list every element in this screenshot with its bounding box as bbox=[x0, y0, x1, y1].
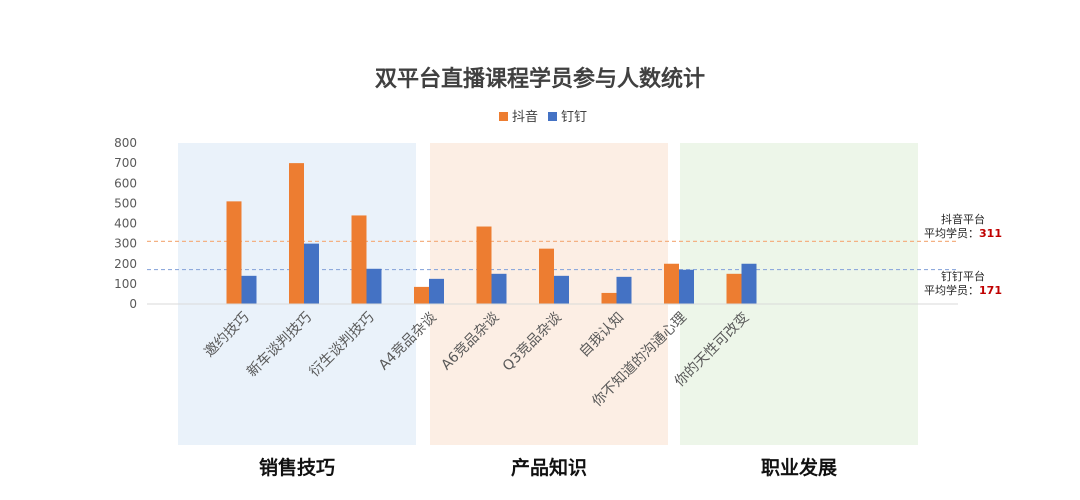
y-tick-label: 0 bbox=[129, 297, 137, 311]
bar-dingtalk bbox=[491, 273, 507, 304]
bar-dingtalk bbox=[366, 268, 382, 304]
bar-douyin bbox=[476, 226, 492, 304]
bar-dingtalk bbox=[679, 269, 694, 304]
group-label: 产品知识 bbox=[511, 456, 587, 479]
bar-dingtalk bbox=[741, 263, 757, 304]
bars-layer bbox=[226, 163, 757, 304]
group-panel bbox=[680, 143, 918, 445]
y-tick-label: 600 bbox=[114, 176, 137, 190]
y-tick-label: 800 bbox=[114, 136, 137, 150]
axis-layer: 0 100 200 300 400 500 600 700 800 bbox=[114, 136, 958, 311]
average-value: 311 bbox=[979, 227, 1002, 240]
legend-label-douyin: 抖音 bbox=[512, 109, 538, 125]
average-label-prefix: 平均学员： bbox=[924, 283, 979, 297]
average-label-prefix: 平均学员： bbox=[924, 226, 979, 240]
bar-douyin bbox=[664, 263, 679, 304]
bar-dingtalk bbox=[616, 276, 632, 304]
bar-dingtalk bbox=[554, 275, 569, 304]
average-label-platform: 钉钉平台 bbox=[941, 269, 985, 283]
average-label-value: 平均学员：171 bbox=[924, 283, 1002, 297]
average-label-platform: 抖音平台 bbox=[941, 212, 985, 226]
chart-title: 双平台直播课程学员参与人数统计 bbox=[375, 66, 705, 92]
average-value: 171 bbox=[979, 284, 1002, 297]
bar-dingtalk bbox=[429, 278, 444, 304]
y-tick-label: 500 bbox=[114, 196, 137, 210]
legend-label-dingtalk: 钉钉 bbox=[561, 110, 587, 125]
legend-swatch-dingtalk bbox=[548, 112, 557, 121]
y-tick-label: 300 bbox=[114, 237, 137, 251]
y-tick-label: 400 bbox=[114, 217, 137, 231]
average-label-value: 平均学员：311 bbox=[924, 226, 1002, 240]
y-tick-label: 700 bbox=[114, 156, 137, 170]
group-label: 职业发展 bbox=[761, 456, 837, 479]
bar-douyin bbox=[726, 273, 742, 304]
bar-douyin bbox=[539, 248, 554, 304]
bar-douyin bbox=[289, 163, 304, 304]
legend: 抖音 钉钉 bbox=[499, 109, 587, 125]
bar-dingtalk bbox=[304, 243, 319, 304]
group-label: 销售技巧 bbox=[259, 456, 335, 479]
average-lines-layer bbox=[147, 240, 958, 271]
legend-swatch-douyin bbox=[499, 112, 508, 121]
bar-douyin bbox=[351, 215, 367, 304]
y-tick-label: 200 bbox=[114, 257, 137, 271]
bar-douyin bbox=[601, 292, 617, 304]
y-tick-label: 100 bbox=[114, 277, 137, 291]
bar-douyin bbox=[414, 286, 429, 304]
bar-dingtalk bbox=[241, 275, 257, 304]
bar-douyin bbox=[226, 201, 242, 304]
